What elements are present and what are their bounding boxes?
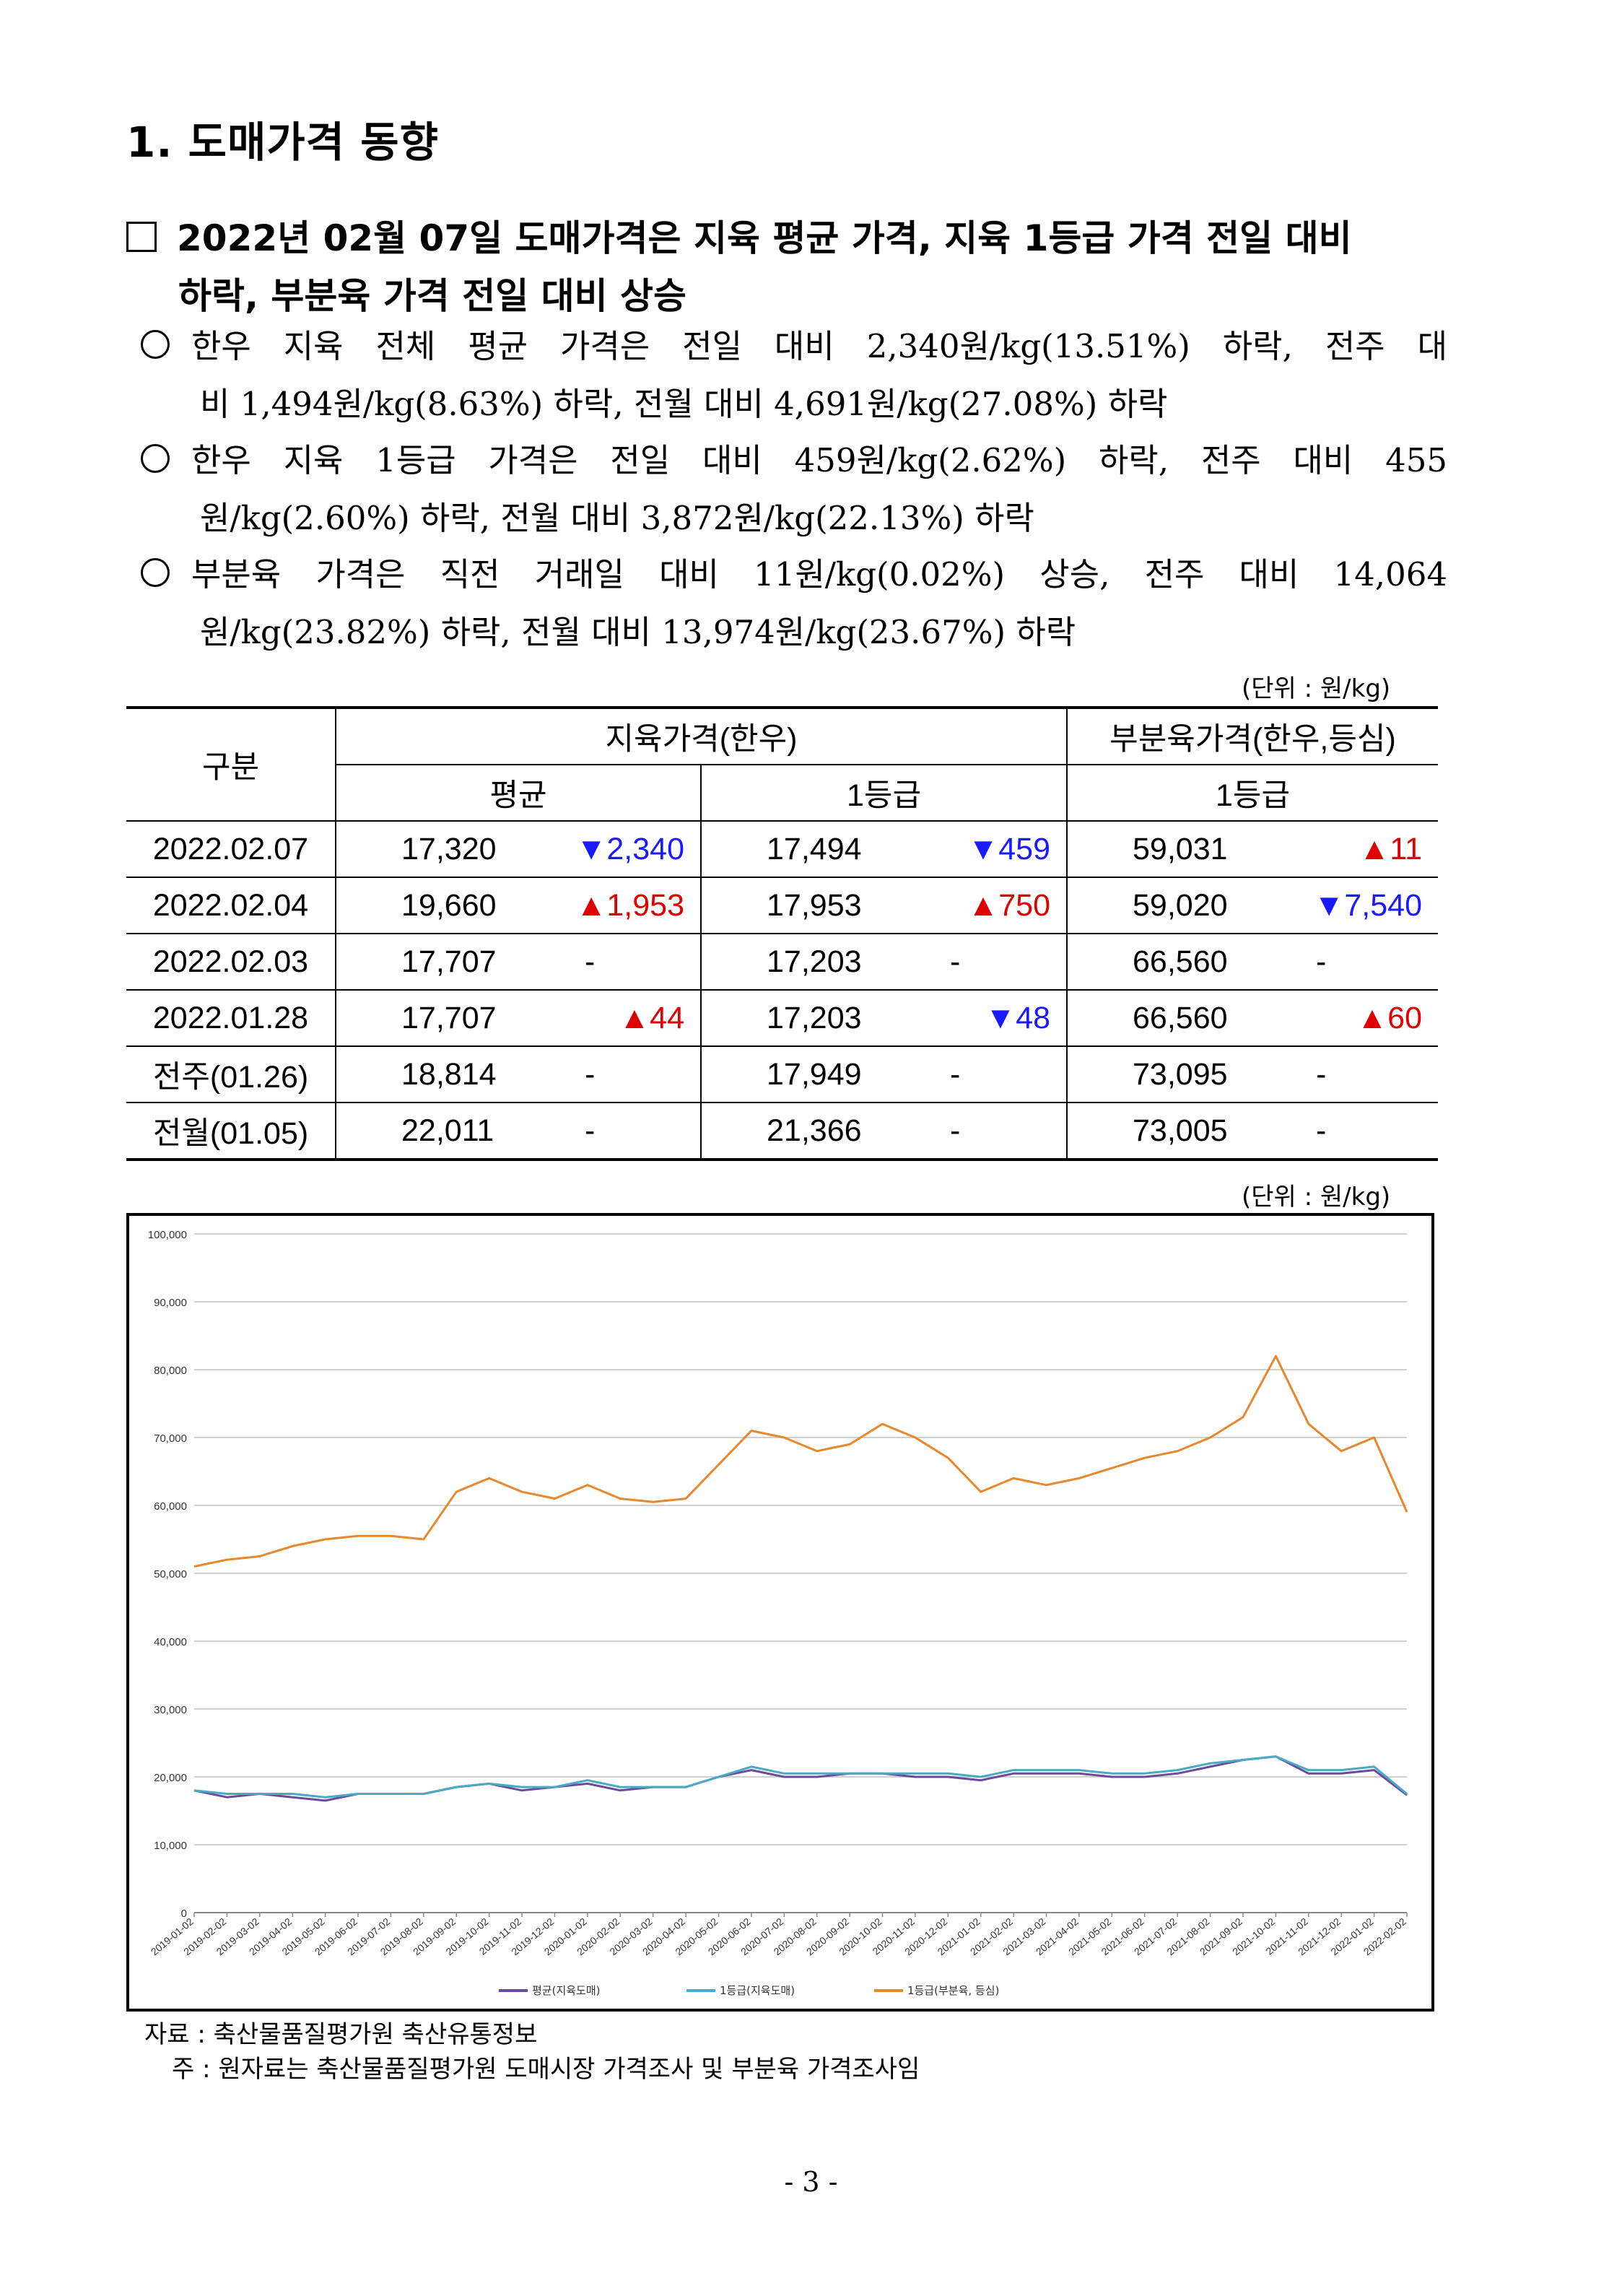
bullet-item: 한우 지육 1등급 가격은 전일 대비 459원/kg(2.62%) 하락, 전…	[141, 432, 1447, 547]
table-row: 2022.02.03 17,707 - 17,203 - 66,560 -	[126, 934, 1438, 991]
footnote: 주 : 원자료는 축산물품질평가원 도매시장 가격조사 및 부분육 가격조사임	[172, 2055, 920, 2084]
cut-price: 66,560	[1066, 934, 1247, 991]
series-line	[193, 1354, 1408, 1568]
cut-price: 66,560	[1066, 990, 1247, 1047]
series-line	[193, 1755, 1408, 1799]
grade1-change: -	[881, 1103, 1067, 1161]
price-chart: 0 10,000 20,000 30,000 40,000 50,000 60,000 70,…	[126, 1213, 1434, 2012]
row-date: 2022.01.28	[126, 990, 336, 1047]
header-grade1: 1등급	[700, 765, 1067, 822]
page-heading: 1. 도매가격 동향	[126, 118, 439, 167]
y-tick-label: 60,000	[154, 1500, 187, 1513]
page-number: - 3 -	[784, 2166, 838, 2198]
y-tick-label: 50,000	[154, 1568, 187, 1580]
avg-change: -	[516, 1046, 701, 1103]
y-tick-label: 100,000	[148, 1229, 187, 1241]
table-row: 2022.01.28 17,707 ▲44 17,203 ▼48 66,560 …	[126, 990, 1438, 1047]
y-tick-label: 0	[181, 1908, 187, 1920]
cut-change: ▲60	[1247, 990, 1438, 1047]
bullet-line-2: 원/kg(2.60%) 하락, 전월 대비 3,872원/kg(22.13%) …	[200, 499, 1034, 537]
legend-label: 1등급(부분육, 등심)	[907, 1984, 999, 1997]
grade1-price: 17,949	[700, 1046, 881, 1103]
grade1-change: -	[881, 934, 1067, 991]
cut-price: 73,095	[1066, 1046, 1247, 1103]
table-row: 전주(01.26) 18,814 - 17,949 - 73,095 -	[126, 1046, 1438, 1103]
avg-price: 17,707	[335, 990, 516, 1047]
cut-change: -	[1247, 1103, 1438, 1161]
grade1-change: ▼459	[881, 821, 1067, 878]
summary-line-1: 2022년 02월 07일 도매가격은 지육 평균 가격, 지육 1등급 가격 …	[177, 217, 1352, 259]
bullet-line-1: 부분육 가격은 직전 거래일 대비 11원/kg(0.02%) 상승, 전주 대…	[191, 555, 1447, 593]
bullet-line-1: 한우 지육 전체 평균 가격은 전일 대비 2,340원/kg(13.51%) …	[191, 327, 1447, 365]
row-date: 2022.02.07	[126, 821, 336, 878]
header-cut-price: 부분육가격(한우,등심)	[1066, 706, 1438, 765]
circle-bullet-icon	[141, 444, 170, 473]
cut-price: 73,005	[1066, 1103, 1247, 1161]
circle-bullet-icon	[141, 330, 170, 359]
cut-price: 59,031	[1066, 821, 1247, 878]
bullet-line-1: 한우 지육 1등급 가격은 전일 대비 459원/kg(2.62%) 하락, 전…	[191, 441, 1447, 479]
row-date: 전주(01.26)	[126, 1046, 336, 1103]
y-tick-label: 70,000	[154, 1432, 187, 1445]
bullet-line-2: 비 1,494원/kg(8.63%) 하락, 전월 대비 4,691원/kg(2…	[200, 385, 1168, 423]
row-date: 전월(01.05)	[126, 1103, 336, 1161]
cut-price: 59,020	[1066, 877, 1247, 934]
summary-line-2: 하락, 부분육 가격 전일 대비 상승	[178, 275, 687, 317]
avg-change: ▲44	[516, 990, 701, 1047]
y-tick-label: 20,000	[154, 1772, 187, 1784]
bullet-item: 부분육 가격은 직전 거래일 대비 11원/kg(0.02%) 상승, 전주 대…	[141, 546, 1447, 661]
table-row: 전월(01.05) 22,011 - 21,366 - 73,005 -	[126, 1103, 1438, 1161]
y-tick-label: 90,000	[154, 1297, 187, 1309]
avg-change: ▲1,953	[516, 877, 701, 934]
circle-bullet-icon	[141, 558, 170, 587]
grade1-price: 17,953	[700, 877, 881, 934]
bullet-item: 한우 지육 전체 평균 가격은 전일 대비 2,340원/kg(13.51%) …	[141, 318, 1447, 433]
avg-price: 17,320	[335, 821, 516, 878]
avg-change: -	[516, 934, 701, 991]
table-unit-label: (단위 : 원/kg)	[1242, 674, 1391, 703]
chart-unit-label: (단위 : 원/kg)	[1242, 1183, 1391, 1212]
grade1-change: ▼48	[881, 990, 1067, 1047]
legend-label: 평균(지육도매)	[532, 1984, 601, 1997]
grade1-change: ▲750	[881, 877, 1067, 934]
avg-change: -	[516, 1103, 701, 1161]
price-table: 구분 지육가격(한우) 부분육가격(한우,등심) 평균 1등급 1등급 2022…	[126, 706, 1438, 1161]
avg-price: 17,707	[335, 934, 516, 991]
header-carcass-price: 지육가격(한우)	[335, 706, 1067, 765]
avg-price: 19,660	[335, 877, 516, 934]
legend-label: 1등급(지육도매)	[720, 1984, 795, 1997]
avg-price: 22,011	[335, 1103, 516, 1161]
header-grade1-cut: 1등급	[1066, 765, 1438, 822]
table-row: 2022.02.04 19,660 ▲1,953 17,953 ▲750 59,…	[126, 877, 1438, 934]
row-date: 2022.02.04	[126, 877, 336, 934]
source-note: 자료 : 축산물품질평가원 축산유통정보	[144, 2020, 538, 2049]
bullet-line-2: 원/kg(23.82%) 하락, 전월 대비 13,974원/kg(23.67%…	[200, 613, 1076, 651]
cut-change: -	[1247, 934, 1438, 991]
y-tick-label: 40,000	[154, 1636, 187, 1648]
cut-change: -	[1247, 1046, 1438, 1103]
summary-block: 2022년 02월 07일 도매가격은 지육 평균 가격, 지육 1등급 가격 …	[126, 209, 1462, 317]
row-date: 2022.02.03	[126, 934, 336, 991]
header-average: 평균	[335, 765, 701, 822]
grade1-price: 17,203	[700, 934, 881, 991]
avg-change: ▼2,340	[516, 821, 701, 878]
y-tick-label: 30,000	[154, 1704, 187, 1716]
grade1-price: 17,494	[700, 821, 881, 878]
grade1-change: -	[881, 1046, 1067, 1103]
square-bullet-icon	[126, 222, 157, 252]
cut-change: ▲11	[1247, 821, 1438, 878]
header-category: 구분	[126, 706, 336, 822]
grade1-price: 17,203	[700, 990, 881, 1047]
table-row: 2022.02.07 17,320 ▼2,340 17,494 ▼459 59,…	[126, 821, 1438, 878]
price-chart-svg: 0 10,000 20,000 30,000 40,000 50,000 60,000 70,…	[148, 1229, 1408, 1997]
grade1-price: 21,366	[700, 1103, 881, 1161]
avg-price: 18,814	[335, 1046, 516, 1103]
cut-change: ▼7,540	[1247, 877, 1438, 934]
y-tick-label: 10,000	[154, 1840, 187, 1852]
y-tick-label: 80,000	[154, 1365, 187, 1377]
